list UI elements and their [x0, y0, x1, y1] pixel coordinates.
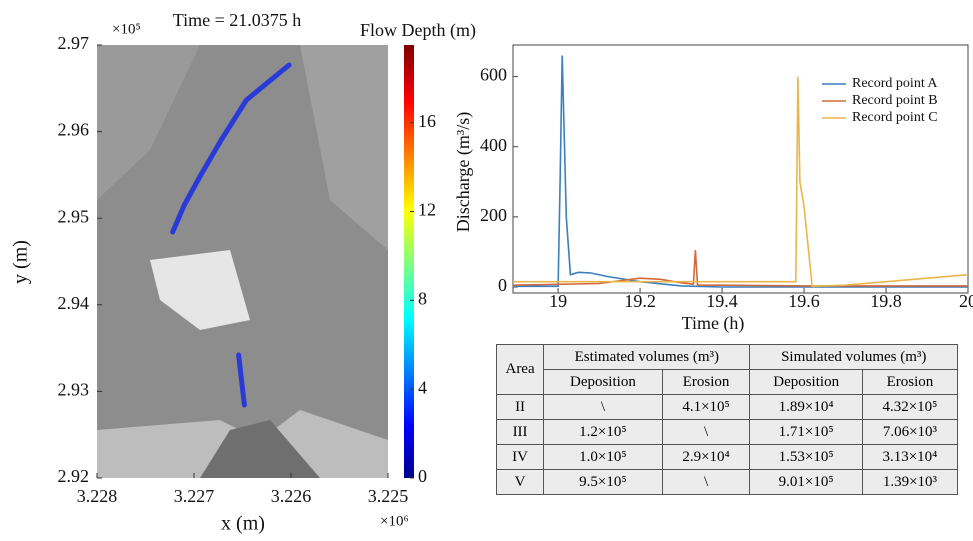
map-title: Time = 21.0375 h: [173, 10, 302, 30]
colorbar-tick-label: 4: [418, 377, 427, 397]
y-tick-label: 200: [480, 205, 507, 225]
y-tick-label: 2.93: [58, 380, 90, 400]
y-tick-label: 2.94: [58, 293, 90, 313]
x-axis-label: Time (h): [682, 313, 745, 334]
table-cell: \: [661, 419, 751, 445]
legend-label: Record point C: [852, 110, 938, 125]
table-cell: 1.71×10⁵: [749, 419, 863, 445]
table-cell: 9.01×10⁵: [749, 469, 863, 495]
table-cell: 4.1×10⁵: [661, 394, 751, 420]
x-tick-label: 3.228: [77, 486, 118, 506]
colorbar-label: Flow Depth (m): [360, 20, 476, 41]
y-tick-label: 0: [498, 275, 507, 295]
x-tick-label: 19.6: [788, 291, 820, 311]
x-multiplier: ×10⁶: [380, 513, 409, 529]
colorbar-tick-label: 16: [418, 111, 436, 131]
subheader-cell: Deposition: [749, 369, 863, 395]
header-cell: Area: [495, 344, 545, 395]
table-cell: 4.32×10⁵: [861, 394, 959, 420]
x-tick-label: 3.227: [174, 486, 215, 506]
table-row: III 1.2×10⁵ \ 1.71×10⁵ 7.06×10³: [495, 419, 959, 445]
header-cell: Estimated volumes (m³): [543, 344, 751, 370]
x-tick-label: 19.8: [870, 291, 902, 311]
x-tick-label: 3.225: [368, 486, 409, 506]
y-tick-label: 600: [480, 65, 507, 85]
subheader-cell: Erosion: [661, 369, 751, 395]
table-cell: 1.89×10⁴: [749, 394, 863, 420]
y-axis-label: y (m): [10, 240, 32, 284]
table-cell: 7.06×10³: [861, 419, 959, 445]
x-tick-label: 19.2: [624, 291, 656, 311]
x-axis-label: x (m): [221, 513, 265, 535]
table-cell: IV: [495, 444, 545, 470]
colorbar-tick-label: 12: [418, 200, 436, 220]
table-cell: 9.5×10⁵: [543, 469, 663, 495]
table-row: II \ 4.1×10⁵ 1.89×10⁴ 4.32×10⁵: [495, 394, 959, 420]
table-cell: \: [661, 469, 751, 495]
x-tick-label: 20: [959, 291, 973, 311]
line-series: [513, 76, 969, 288]
table-cell: 1.0×10⁵: [543, 444, 663, 470]
table-cell: II: [495, 394, 545, 420]
y-tick-label: 2.97: [58, 33, 90, 53]
table-cell: III: [495, 419, 545, 445]
header-cell: Simulated volumes (m³): [749, 344, 958, 370]
table-row: IV 1.0×10⁵ 2.9×10⁴ 1.53×10⁵ 3.13×10⁴: [495, 444, 959, 470]
table-cell: 1.2×10⁵: [543, 419, 663, 445]
line-series: [512, 250, 968, 287]
colorbar-tick-label: 0: [418, 466, 427, 486]
y-axis-label: Discharge (m³/s): [453, 112, 474, 233]
colorbar-tick-label: 8: [418, 288, 427, 308]
table-cell: V: [495, 469, 545, 495]
table-cell: \: [543, 394, 663, 420]
table-cell: 3.13×10⁴: [861, 444, 959, 470]
flow-path: [170, 62, 292, 408]
subheader-cell: Deposition: [543, 369, 663, 395]
y-multiplier: ×10⁵: [112, 21, 141, 37]
y-tick-label: 400: [480, 135, 507, 155]
table-cell: 1.39×10³: [861, 469, 959, 495]
x-tick-label: 19: [549, 291, 567, 311]
y-tick-label: 2.96: [58, 120, 90, 140]
volume-table: Area Estimated volumes (m³) Simulated vo…: [495, 344, 959, 495]
colorbar: [404, 45, 414, 478]
table-body: II \ 4.1×10⁵ 1.89×10⁴ 4.32×10⁵ III 1.2×10⁵ \ 1.7…: [495, 394, 959, 495]
x-tick-label: 3.226: [271, 486, 312, 506]
legend-label: Record point A: [852, 76, 938, 91]
table-row: V 9.5×10⁵ \ 9.01×10⁵ 1.39×10³: [495, 469, 959, 495]
x-tick-label: 19.4: [706, 291, 738, 311]
y-tick-label: 2.92: [58, 466, 90, 486]
table-cell: 2.9×10⁴: [661, 444, 751, 470]
table-cell: 1.53×10⁵: [749, 444, 863, 470]
y-tick-label: 2.95: [58, 206, 90, 226]
legend-label: Record point B: [852, 93, 938, 108]
subheader-cell: Erosion: [861, 369, 959, 395]
line-series: [513, 55, 968, 288]
plot-frame: [512, 44, 969, 294]
